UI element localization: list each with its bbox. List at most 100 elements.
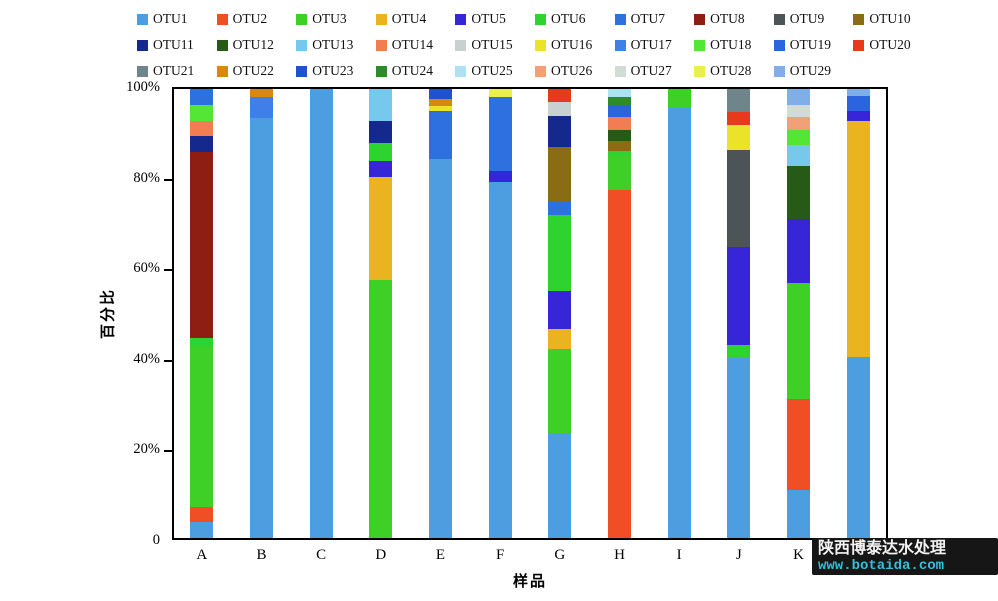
legend-item-otu3: OTU3 [296,6,376,32]
segment-otu2 [608,190,631,538]
legend-swatch-icon [694,13,706,25]
segment-otu24 [608,96,631,106]
segment-otu20 [548,89,572,102]
segment-otu1 [667,107,691,538]
segment-otu10 [548,147,572,202]
segment-otu5 [787,218,810,283]
legend-label: OTU12 [232,37,274,53]
x-tick-label-K: K [793,547,804,563]
x-tick-label-B: B [256,547,267,563]
legend-item-otu29: OTU29 [773,58,854,84]
legend-item-otu17: OTU17 [614,32,695,58]
segment-otu12 [608,129,631,142]
legend-label: OTU21 [153,63,195,79]
legend-item-otu2: OTU2 [216,6,297,32]
legend-label: OTU17 [630,37,672,53]
segment-otu20 [727,111,751,125]
legend-label: OTU29 [789,63,831,79]
segment-otu10 [608,141,631,151]
legend-swatch-icon [455,39,467,51]
segment-otu6 [548,214,572,292]
plot-area [164,87,888,540]
legend-swatch-icon [853,39,865,51]
segment-otu13 [787,144,810,166]
bar-K [787,89,810,538]
legend-label: OTU4 [391,11,427,27]
segment-otu3 [667,89,691,108]
legend-label: OTU10 [869,11,911,27]
legend-item-otu18: OTU18 [694,32,774,58]
x-tick-label-A: A [196,547,208,563]
legend-item-otu27: OTU27 [614,58,695,84]
y-tick-label: 20% [133,441,160,458]
watermark: 陕西博泰达水处理 www.botaida.com [812,538,998,575]
legend-swatch-icon [534,13,546,25]
bar-I [667,89,691,538]
legend-item-otu26: OTU26 [534,58,615,84]
legend-swatch-icon [375,65,387,77]
legend-swatch-icon [137,39,148,51]
segment-otu21 [727,89,751,112]
segment-otu5 [727,246,751,345]
legend-item-otu13: OTU13 [296,32,376,58]
legend-item-otu19: OTU19 [773,32,854,58]
segment-otu6 [190,338,214,348]
legend-swatch-icon [375,13,387,25]
x-tick-label-J: J [735,547,742,563]
segment-otu16 [429,106,452,112]
segment-otu22 [250,89,273,97]
y-tick-mark [164,178,172,181]
legend-item-otu5: OTU5 [455,6,535,32]
legend-label: OTU2 [232,11,268,27]
legend-label: OTU27 [630,63,672,79]
segment-otu23 [429,89,452,100]
legend-item-otu6: OTU6 [534,6,615,32]
legend-item-otu10: OTU10 [853,6,933,32]
legend-item-otu12: OTU12 [216,32,297,58]
segment-otu1 [429,158,452,538]
legend-label: OTU7 [630,11,666,27]
segment-otu2 [190,506,214,523]
segment-otu1 [787,489,810,538]
legend-item-otu28: OTU28 [694,58,774,84]
y-tick-mark [164,359,172,362]
segment-otu1 [190,522,214,538]
segment-otu29 [846,89,870,97]
legend-label: OTU9 [789,11,825,27]
segment-otu19 [608,105,631,117]
segment-otu11 [548,115,572,148]
legend-label: OTU23 [312,63,354,79]
legend-label: OTU20 [869,37,911,53]
y-tick-label: 0 [152,532,160,548]
segment-otu18 [190,104,214,121]
legend-swatch-icon [375,39,387,51]
legend-swatch-icon [534,39,546,51]
segment-otu14 [190,120,214,137]
segment-otu1 [309,89,333,538]
legend-swatch-icon [694,65,706,77]
x-axis-title: 样品 [512,574,547,590]
bar-J [727,89,751,538]
legend-item-otu1: OTU1 [137,6,217,32]
segment-otu1 [250,118,273,538]
legend-label: OTU5 [471,11,506,27]
segment-otu3 [787,282,810,400]
x-tick-label-G: G [554,547,566,563]
segment-otu9 [727,149,751,247]
legend-swatch-icon [296,13,308,25]
legend-label: OTU1 [153,11,188,27]
y-tick-label: 40% [133,350,160,367]
segment-otu22 [429,99,452,107]
legend-item-otu4: OTU4 [375,6,456,32]
legend-swatch-icon [216,13,228,25]
legend-swatch-icon [137,13,148,25]
segment-otu18 [787,129,810,145]
legend-item-otu20: OTU20 [853,32,933,58]
legend-item-otu24: OTU24 [375,58,456,84]
legend-swatch-icon [534,65,546,77]
legend-swatch-icon [694,39,706,51]
segment-otu3 [548,349,572,433]
segment-otu11 [190,136,214,152]
legend-label: OTU16 [550,37,593,53]
